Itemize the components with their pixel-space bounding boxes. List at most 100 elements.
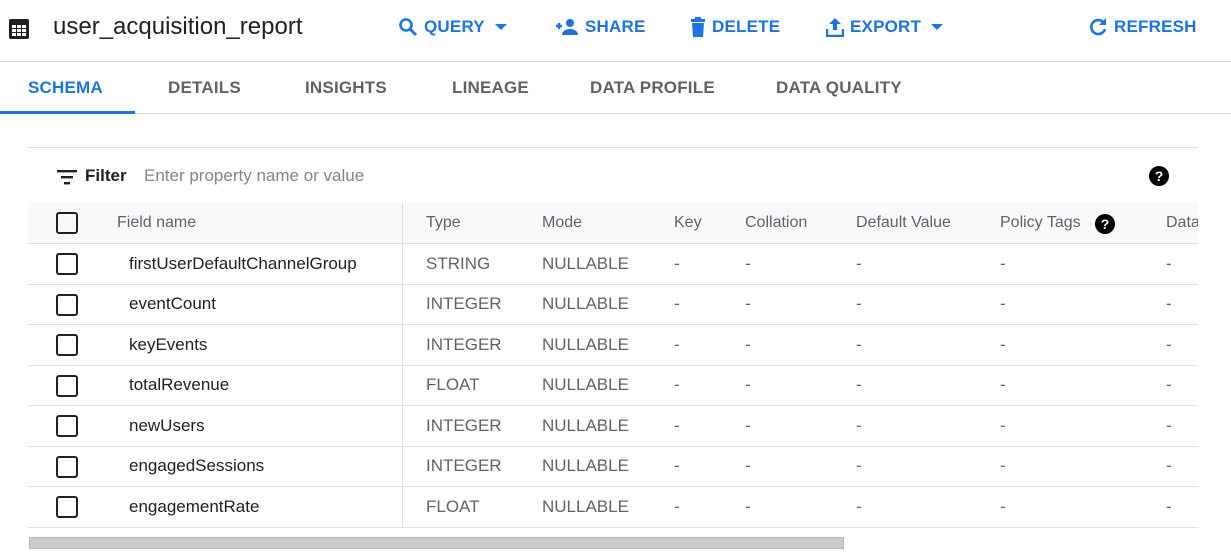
chevron-down-icon [931, 24, 944, 30]
scrollbar-thumb[interactable] [29, 537, 844, 549]
tab-lineage[interactable]: LINEAGE [452, 78, 529, 97]
cell-type: FLOAT [426, 375, 480, 395]
export-label: EXPORT [850, 17, 922, 36]
tab-data-quality[interactable]: DATA QUALITY [776, 78, 902, 97]
cell-collation: - [745, 294, 751, 314]
cell-key: - [674, 496, 680, 516]
row-checkbox[interactable] [56, 496, 78, 518]
top-toolbar: user_acquisition_report QUERY SHARE DELE… [0, 0, 1231, 62]
filter-input[interactable] [144, 163, 544, 189]
cell-fname: engagedSessions [129, 456, 265, 476]
row-checkbox[interactable] [56, 334, 78, 356]
cell-mode: NULLABLE [542, 253, 629, 273]
cell-type: INTEGER [426, 294, 502, 314]
row-checkbox[interactable] [56, 374, 78, 397]
cell-collation: - [745, 375, 751, 395]
cell-key: - [674, 334, 680, 354]
col-default-value[interactable]: Default Value [856, 213, 951, 231]
cell-collation: - [745, 415, 751, 435]
col-key[interactable]: Key [674, 213, 702, 231]
cell-fname: firstUserDefaultChannelGroup [129, 253, 357, 273]
tab-insights[interactable]: INSIGHTS [305, 78, 387, 97]
cell-mode: NULLABLE [542, 415, 629, 435]
cell-mode: NULLABLE [542, 456, 629, 476]
table-row[interactable]: engagementRate FLOAT NULLABLE - - - - - [28, 487, 1198, 528]
cell-policy: - [1000, 334, 1006, 354]
share-button[interactable]: SHARE [555, 17, 646, 37]
tab-data-profile[interactable]: DATA PROFILE [590, 78, 715, 97]
col-mode[interactable]: Mode [542, 213, 583, 231]
filter-label: Filter [85, 166, 127, 185]
cell-default: - [856, 415, 862, 435]
cell-key: - [674, 294, 680, 314]
cell-type: FLOAT [426, 496, 480, 516]
chevron-down-icon [494, 24, 507, 30]
cell-fname: totalRevenue [129, 375, 230, 395]
table-icon [9, 19, 29, 39]
cell-policy: - [1000, 253, 1006, 273]
cell-data: - [1166, 375, 1172, 395]
tab-details[interactable]: DETAILS [168, 78, 241, 97]
filter-bar: Filter ? [28, 147, 1198, 202]
col-collation[interactable]: Collation [745, 213, 808, 231]
table-row[interactable]: engagedSessions INTEGER NULLABLE - - - - - [28, 447, 1198, 487]
cell-data: - [1166, 456, 1172, 476]
cell-default: - [856, 334, 862, 354]
cell-data: - [1166, 415, 1172, 435]
row-checkbox[interactable] [56, 293, 78, 316]
cell-collation: - [745, 253, 751, 273]
schema-table: Field name Type Mode Key Collation Defau… [28, 202, 1198, 528]
active-tab-indicator [0, 111, 135, 114]
export-button[interactable]: EXPORT [826, 17, 944, 37]
column-divider [402, 202, 403, 528]
cell-data: - [1166, 294, 1172, 314]
cell-data: - [1166, 496, 1172, 516]
row-checkbox[interactable] [56, 415, 78, 437]
cell-collation: - [745, 496, 751, 516]
cell-policy: - [1000, 415, 1006, 435]
cell-policy: - [1000, 456, 1006, 476]
row-checkbox[interactable] [56, 455, 78, 478]
delete-label: DELETE [712, 17, 781, 36]
delete-button[interactable]: DELETE [690, 17, 780, 37]
cell-collation: - [745, 334, 751, 354]
query-label: QUERY [424, 17, 485, 36]
cell-mode: NULLABLE [542, 496, 629, 516]
cell-fname: eventCount [129, 294, 216, 314]
refresh-button[interactable]: REFRESH [1088, 17, 1197, 37]
col-field-name[interactable]: Field name [117, 213, 197, 231]
policy-tags-help-icon[interactable]: ? [1095, 214, 1115, 234]
person-add-icon [556, 19, 578, 35]
col-type[interactable]: Type [426, 213, 461, 231]
refresh-icon [1090, 18, 1107, 36]
col-policy-tags[interactable]: Policy Tags [1000, 213, 1081, 231]
cell-default: - [856, 253, 862, 273]
cell-mode: NULLABLE [542, 334, 629, 354]
row-checkbox[interactable] [56, 253, 78, 275]
col-data[interactable]: Data [1166, 213, 1198, 231]
query-button[interactable]: QUERY [398, 17, 507, 37]
cell-fname: keyEvents [129, 334, 208, 354]
table-row[interactable]: firstUserDefaultChannelGroup STRING NULLAB… [28, 244, 1198, 285]
search-icon [399, 18, 418, 37]
tab-bar: SCHEMA DETAILS INSIGHTS LINEAGE DATA PRO… [0, 62, 1231, 114]
cell-default: - [856, 294, 862, 314]
table-row[interactable]: totalRevenue FLOAT NULLABLE - - - - - [28, 366, 1198, 406]
cell-type: INTEGER [426, 415, 502, 435]
table-row[interactable]: eventCount INTEGER NULLABLE - - - - - [28, 285, 1198, 325]
table-row[interactable]: newUsers INTEGER NULLABLE - - - - - [28, 406, 1198, 447]
cell-type: STRING [426, 253, 491, 273]
cell-policy: - [1000, 496, 1006, 516]
select-all-checkbox[interactable] [56, 212, 78, 234]
help-icon[interactable]: ? [1149, 166, 1169, 186]
horizontal-scrollbar[interactable] [28, 536, 1198, 550]
tab-schema[interactable]: SCHEMA [28, 78, 103, 97]
cell-key: - [674, 253, 680, 273]
cell-default: - [856, 375, 862, 395]
cell-data: - [1166, 334, 1172, 354]
cell-key: - [674, 456, 680, 476]
cell-policy: - [1000, 294, 1006, 314]
table-header: Field name Type Mode Key Collation Defau… [28, 202, 1198, 244]
cell-fname: newUsers [129, 415, 205, 435]
table-row[interactable]: keyEvents INTEGER NULLABLE - - - - - [28, 325, 1198, 366]
